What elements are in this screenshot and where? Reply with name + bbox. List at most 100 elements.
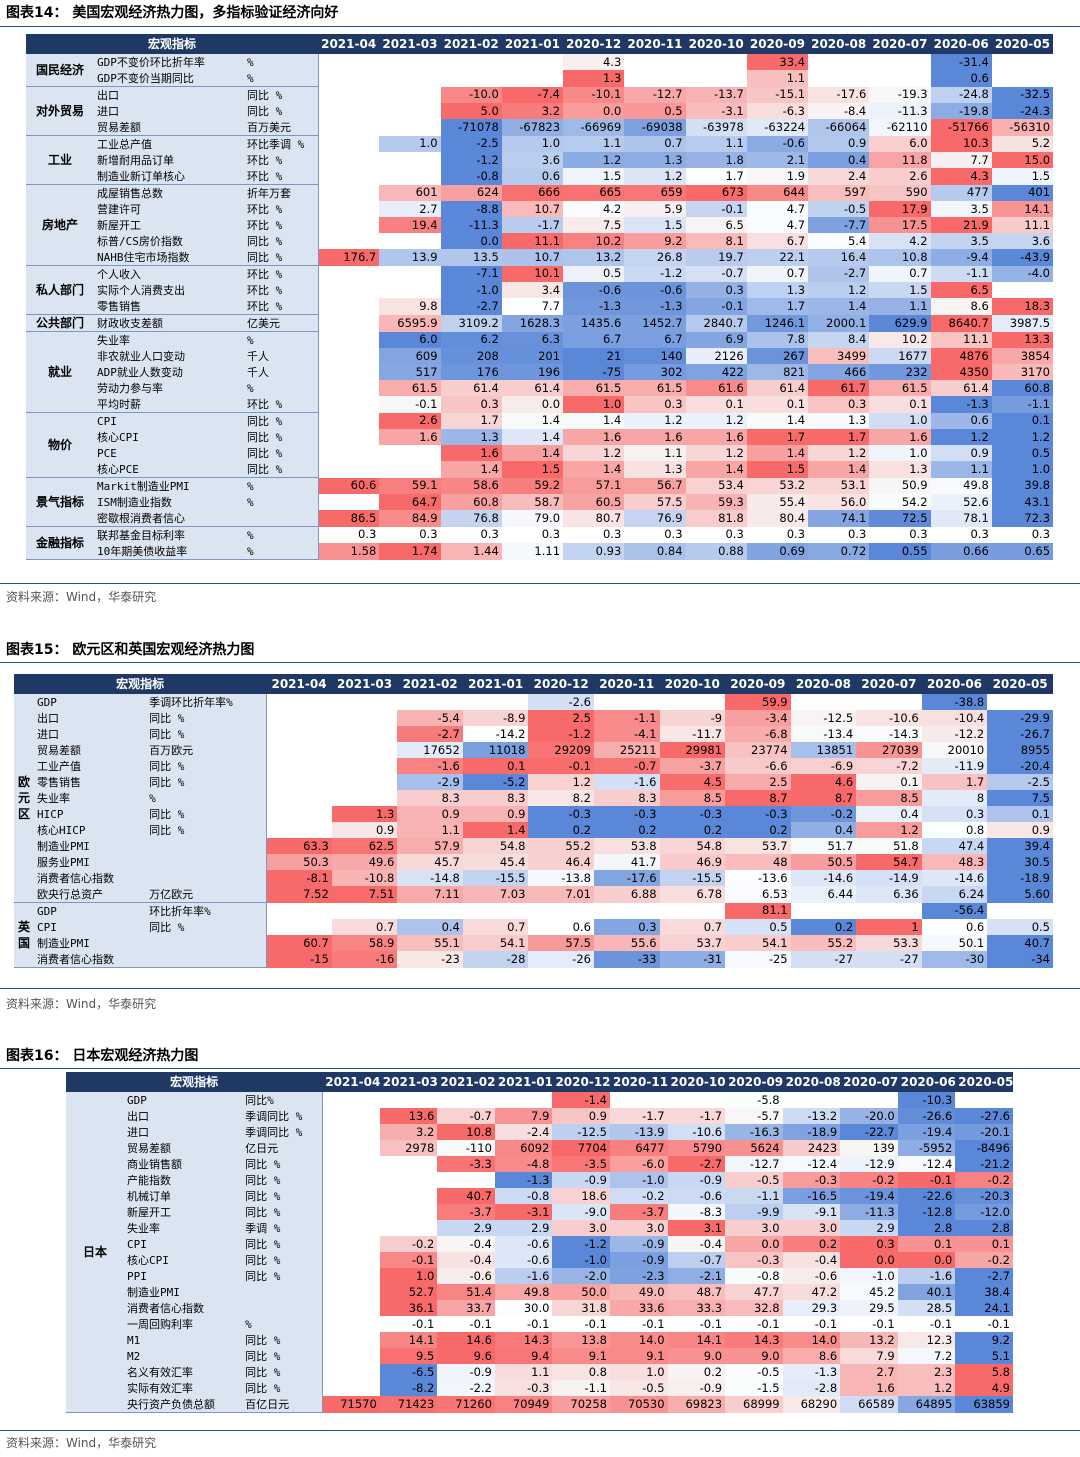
heat-cell: 673 [685, 184, 747, 201]
heat-cell [380, 1172, 438, 1188]
heat-cell: -0.1 [609, 1316, 668, 1332]
heat-cell [317, 461, 380, 478]
heat-cell [380, 1204, 438, 1220]
heat-cell [321, 1204, 380, 1220]
indicator-name: 消费者信心指数 [34, 870, 147, 886]
heat-cell [317, 429, 380, 445]
heat-cell: -0.1 [840, 1316, 898, 1332]
heat-cell [610, 1092, 668, 1108]
heat-cell: 71260 [437, 1396, 495, 1413]
header-period: 2020-08 [808, 34, 870, 54]
header-period: 2020-11 [593, 674, 660, 694]
heat-cell: -8496 [955, 1140, 1013, 1156]
heat-cell: 20010 [921, 742, 988, 758]
heat-cell: 0.1 [869, 396, 931, 413]
heat-cell: -1.6 [593, 774, 660, 790]
heat-cell: 58.6 [440, 477, 502, 494]
heat-cell: 1.0 [563, 396, 625, 413]
group-label: 英国 [14, 902, 35, 968]
heat-cell [379, 119, 440, 136]
heat-cell: -1.1 [593, 710, 660, 726]
heat-cell: 11018 [462, 742, 529, 758]
heat-cell: 1.9 [746, 168, 809, 185]
heat-cell: 8 [921, 790, 988, 806]
heat-cell: 8.5 [659, 790, 726, 806]
heat-cell: 0.0 [897, 1252, 956, 1268]
table-row: 核心HICP 同比 % 0.9 1.1 1.4 0.2 0.2 0.2 0.2 0.4 1.2 0.8… [14, 822, 1053, 838]
heat-cell: 10.7 [501, 249, 564, 266]
heat-cell: 60.8 [991, 380, 1054, 396]
heat-cell: 72.5 [869, 510, 931, 527]
indicator-unit: 同比 % [242, 1348, 323, 1364]
heat-cell: 2.5 [725, 774, 791, 790]
heat-cell [317, 103, 380, 119]
heat-cell: 49.8 [494, 1284, 553, 1300]
heat-cell: 29209 [528, 742, 594, 758]
heat-cell: 3170 [991, 364, 1054, 380]
heat-cell: 8.3 [593, 790, 660, 806]
heat-cell: 1.3 [624, 461, 686, 478]
heat-cell: 0.2 [790, 919, 857, 935]
heat-cell: 1.0 [379, 135, 441, 152]
heat-cell: -6.3 [746, 103, 809, 119]
indicator-unit: 同比 % [244, 445, 319, 461]
heat-cell: -16.3 [725, 1124, 783, 1140]
heat-cell: -10.0 [440, 86, 502, 103]
heat-cell: 1.1 [746, 70, 809, 87]
heat-cell: 18.3 [991, 298, 1054, 315]
heat-cell: 0.2 [782, 1236, 841, 1252]
indicator-unit: 亿日元 [242, 1140, 323, 1156]
heat-cell: 74.1 [808, 510, 870, 527]
indicator-name: 欧央行总资产 [34, 886, 147, 903]
heat-cell: -13.7 [685, 86, 747, 103]
heat-cell: 665 [563, 184, 625, 201]
heat-cell: -1.7 [609, 1108, 668, 1124]
indicator-unit: 同比 % [244, 233, 319, 249]
indicator-unit: 环比 % [244, 168, 319, 185]
indicator-name: 零售销售 [34, 774, 147, 790]
heat-cell: -9.9 [725, 1204, 783, 1220]
indicator-name: PPI [124, 1268, 243, 1284]
heat-cell: 201 [501, 348, 564, 364]
heat-cell: 13.5 [440, 249, 502, 266]
heat-cell: -20.1 [955, 1124, 1013, 1140]
heat-cell: -0.9 [437, 1364, 495, 1380]
heat-cell [317, 380, 380, 396]
heat-cell [437, 1172, 495, 1188]
heat-cell: 71423 [379, 1396, 438, 1413]
indicator-unit: 同比 % [244, 86, 319, 103]
group-label: 工业 [26, 135, 94, 185]
heat-cell: 0.7 [746, 265, 809, 282]
heat-cell: 61.7 [808, 380, 870, 396]
heat-cell: 1.4 [808, 461, 870, 478]
heat-cell: 8.3 [462, 790, 529, 806]
heat-cell: -6.8 [725, 726, 791, 742]
heat-cell: -2.8 [782, 1380, 841, 1396]
heat-cell [265, 902, 332, 919]
table-row: 一周回购利率% -0.1 -0.1 -0.1 -0.1 -0.1 -0.1 -0.1 -0.1-… [66, 1316, 1013, 1332]
heat-cell: -0.8 [725, 1268, 783, 1284]
heat-cell: -14.6 [790, 870, 857, 886]
heat-cell: 3.6 [501, 152, 564, 168]
heat-cell: 4.6 [790, 774, 857, 790]
indicator-name: 进口 [94, 103, 244, 119]
heat-cell: -1.0 [440, 282, 502, 298]
indicator-unit: 同比 % [146, 919, 267, 935]
table-row: 零售销售 同比 % -2.9 -5.2 1.2 -1.6 4.5 2.5 4.6 0.1 1.7 -2… [14, 774, 1053, 790]
heat-cell: -5.7 [725, 1108, 783, 1124]
heat-cell: -7.1 [440, 265, 502, 282]
group-label: 景气指标 [26, 477, 94, 527]
heat-cell: 7.7 [501, 298, 564, 315]
heat-cell: 1.2 [685, 445, 747, 461]
heat-cell: 53.7 [659, 935, 726, 951]
heat-cell: 2.9 [840, 1220, 898, 1236]
heat-cell: 8.3 [397, 790, 463, 806]
heat-cell: 139 [840, 1140, 898, 1156]
heat-cell: 0.9 [930, 445, 992, 461]
table-row: 金融指标 联邦基金目标利率% 0.3 0.3 0.3 0.3 0.3 0.3 0.3 0.3 0.3… [26, 526, 1054, 560]
indicator-name: 贸易差额 [94, 119, 244, 136]
heat-cell [660, 903, 726, 920]
heat-cell: 1.4 [746, 445, 809, 461]
heat-cell: 54.8 [462, 838, 529, 854]
indicator-name: 实际个人消费支出 [94, 282, 244, 298]
